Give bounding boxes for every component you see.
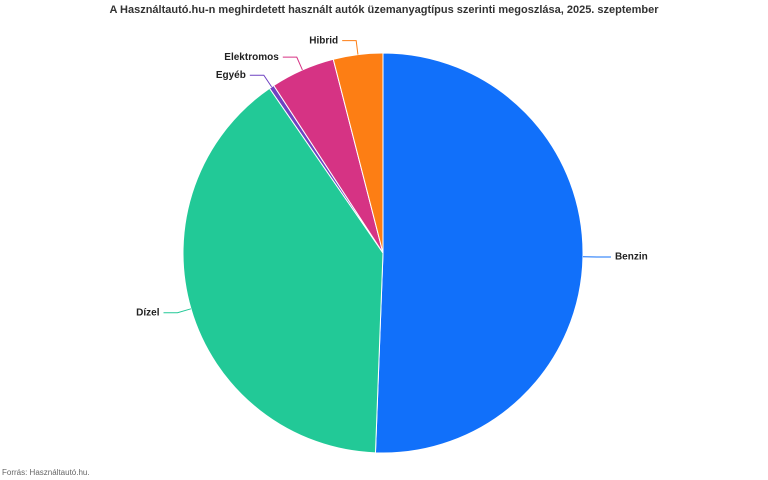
slice-label: Hibrid — [309, 35, 338, 46]
slice-label: Elektromos — [224, 52, 279, 63]
slice-label: Egyéb — [216, 70, 246, 81]
pie-slice — [332, 52, 384, 254]
source-note: Forrás: Használtautó.hu. — [2, 468, 90, 477]
leader-line — [163, 308, 192, 314]
pie-slice — [374, 52, 584, 454]
pie-slice — [182, 87, 384, 454]
slice-label: Benzin — [615, 252, 648, 263]
leader-line — [342, 40, 359, 55]
leader-line — [282, 56, 303, 71]
leader-line — [249, 74, 273, 88]
slice-label: Dízel — [136, 307, 160, 318]
chart-title: A Használtautó.hu-n meghirdetett használ… — [109, 4, 659, 16]
